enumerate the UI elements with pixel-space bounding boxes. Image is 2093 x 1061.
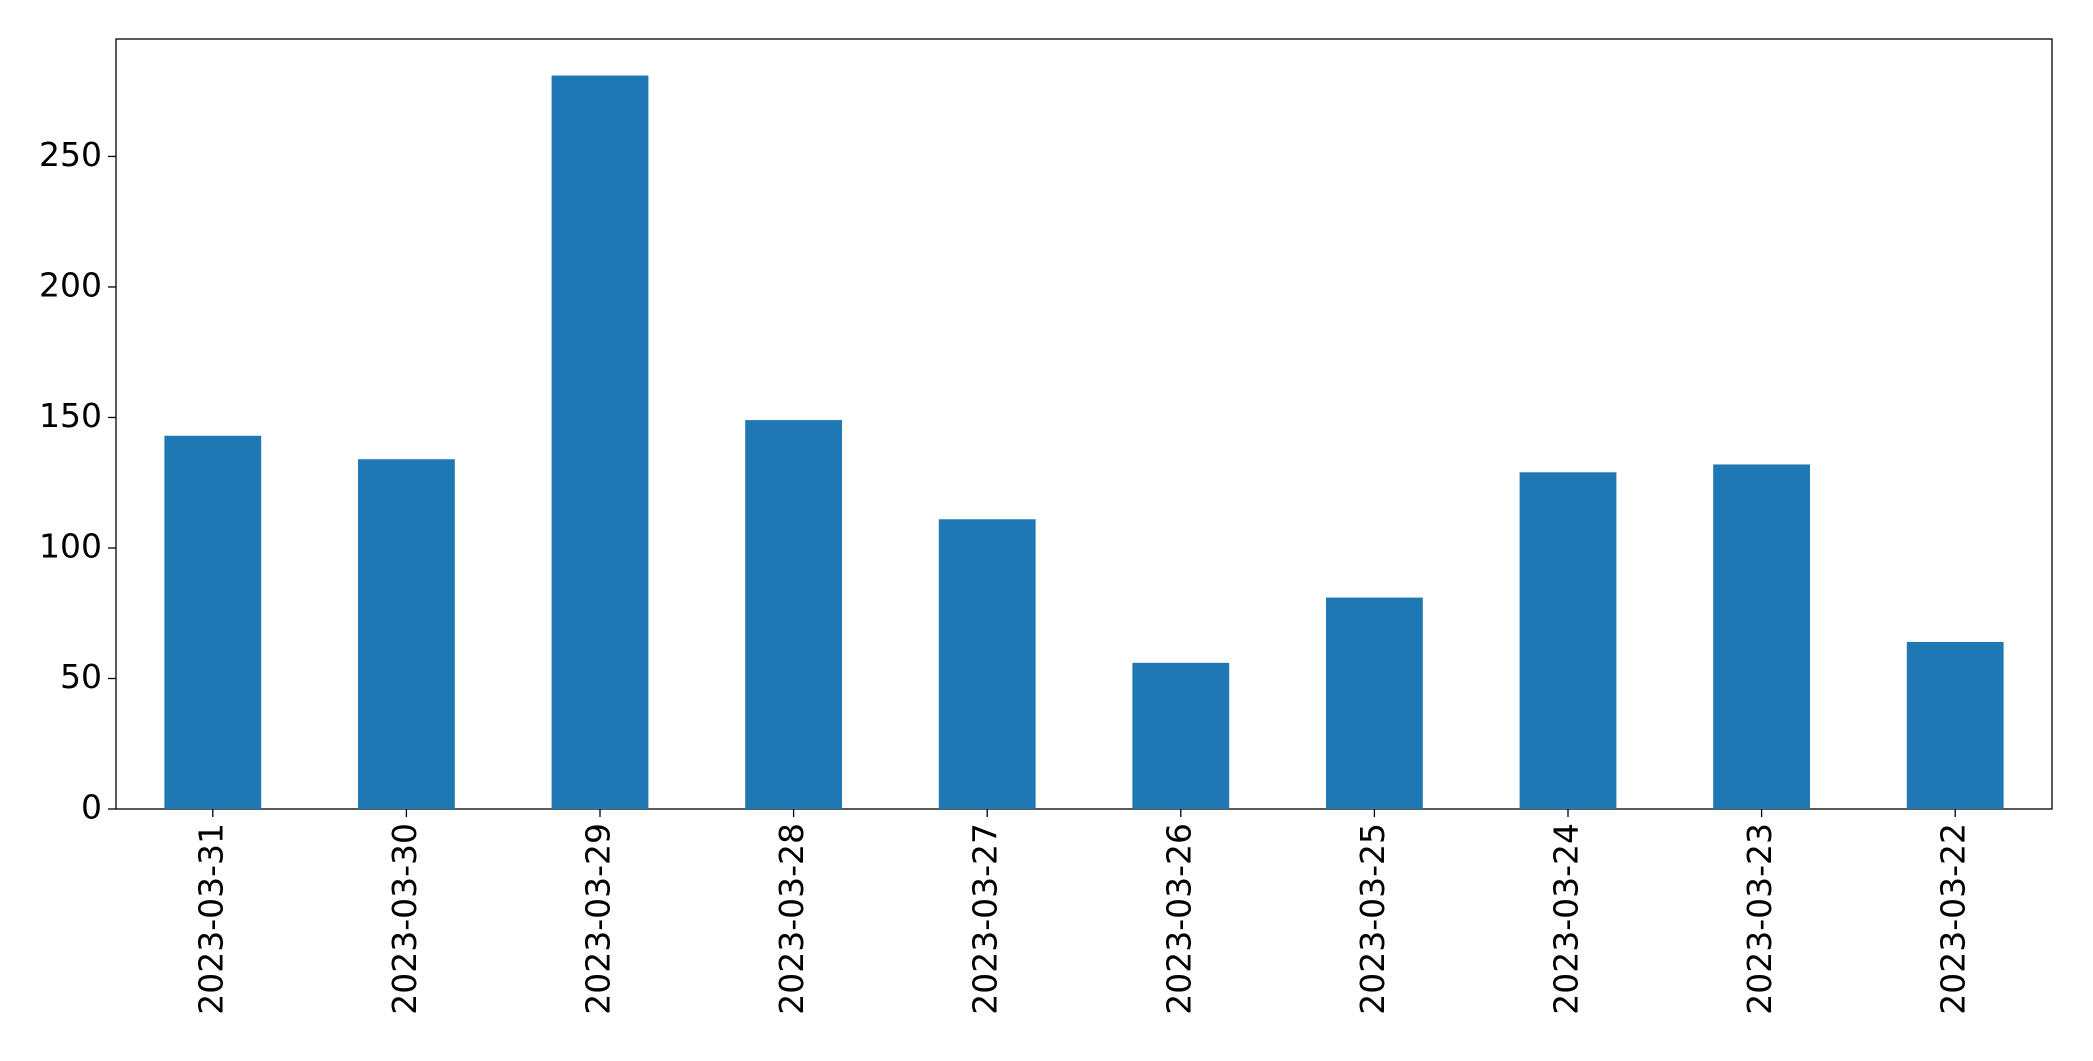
bar [745,420,842,809]
x-tick-label: 2023-03-28 [772,823,811,1015]
x-tick-label: 2023-03-26 [1159,823,1198,1015]
x-tick-label: 2023-03-30 [385,823,424,1015]
bar [164,435,262,809]
bar [1906,641,2004,809]
bar [1519,472,1617,809]
x-tick-label: 2023-03-29 [579,823,618,1015]
y-tick-label: 250 [39,135,102,174]
y-tick-label: 200 [39,265,102,304]
x-tick-label: 2023-03-23 [1740,823,1779,1015]
bar [551,75,649,810]
bar [1326,597,1423,809]
x-tick-label: 2023-03-27 [966,823,1005,1015]
bar [1713,464,1810,809]
x-tick-label: 2023-03-31 [191,823,230,1015]
bar [1132,662,1230,809]
y-tick-label: 0 [81,788,102,827]
y-tick-label: 50 [60,657,102,696]
plot-frame [115,38,2053,810]
x-tick-label: 2023-03-22 [1934,823,1973,1015]
bar [358,459,455,809]
x-tick-label: 2023-03-25 [1353,823,1392,1015]
y-tick-label: 150 [39,396,102,435]
y-tick-label: 100 [39,526,102,565]
bar [938,519,1036,809]
x-tick-label: 2023-03-24 [1547,823,1586,1015]
